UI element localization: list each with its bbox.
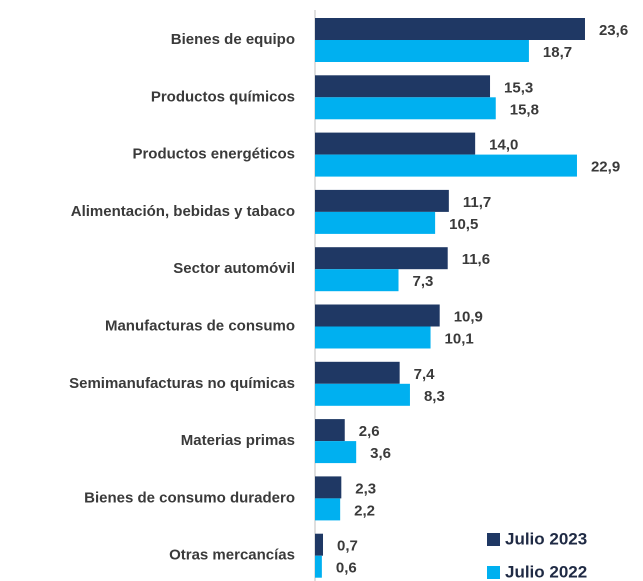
value-label: 15,3 [504,79,533,96]
value-label: 18,7 [543,44,572,61]
value-label: 22,9 [591,159,620,176]
bar [315,441,357,464]
category-label: Alimentación, bebidas y tabaco [71,203,295,220]
value-label: 7,3 [413,273,434,290]
category-label: Bienes de equipo [171,31,295,48]
value-label: 15,8 [510,101,539,118]
bar [315,189,449,212]
bar [315,75,491,98]
bar [315,97,496,120]
bar [315,18,585,40]
category-label: Bienes de consumo duradero [84,489,295,506]
bar [315,383,410,406]
value-label: 10,9 [454,308,483,325]
bar [315,247,448,270]
category-label: Productos químicos [151,88,295,105]
bar [315,154,577,177]
bar [315,498,341,521]
value-label: 2,2 [354,502,375,519]
value-label: 7,4 [414,366,436,383]
legend-label: Julio 2023 [505,529,587,548]
bar [315,40,529,62]
bar [315,361,400,384]
value-label: 11,6 [462,251,490,268]
value-label: 8,3 [424,388,445,405]
category-label: Manufacturas de consumo [105,317,295,334]
value-label: 10,5 [449,216,478,233]
legend-swatch [487,566,500,579]
legend-label: Julio 2022 [505,562,587,581]
category-label: Sector automóvil [173,260,295,277]
value-label: 2,6 [359,423,380,440]
value-label: 2,3 [355,480,376,497]
bar [315,132,476,155]
bar [315,211,436,234]
value-label: 0,7 [337,538,358,555]
bar [315,304,440,327]
value-label: 11,7 [463,194,491,211]
category-label: Otras mercancías [169,547,295,564]
bar [315,326,431,349]
value-label: 14,0 [489,137,518,154]
bar [315,269,399,292]
category-label: Semimanufacturas no químicas [69,375,295,392]
legend-swatch [487,533,500,546]
bar [315,419,345,442]
category-label: Productos energéticos [132,146,295,163]
bar [315,533,324,556]
value-label: 23,6 [599,22,628,39]
bar [315,476,342,499]
value-label: 0,6 [336,560,357,577]
bar [315,555,322,578]
value-label: 3,6 [370,445,391,462]
category-label: Materias primas [181,432,295,449]
value-label: 10,1 [445,330,474,347]
